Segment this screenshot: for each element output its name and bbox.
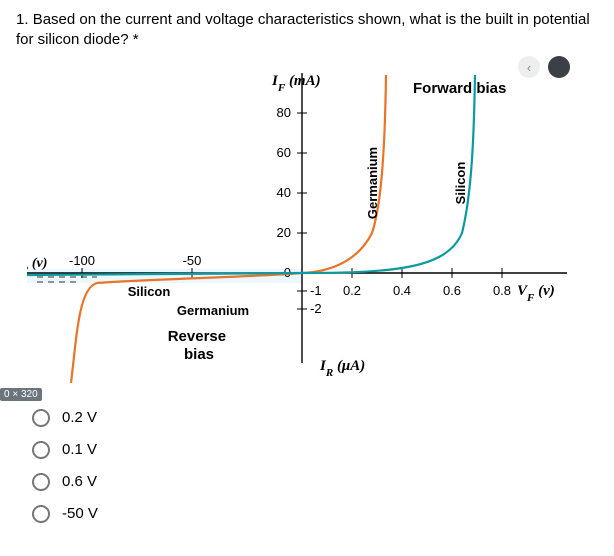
reverse-bias-label: Reverse bias	[168, 328, 231, 363]
diode-iv-chart: 0 20 40 60 80 0.2 0.4 0.6 0.8 -50 -100	[27, 63, 587, 383]
required-marker: *	[133, 31, 139, 48]
silicon-curve	[27, 75, 475, 275]
option-label: 0.6 V	[62, 473, 97, 490]
option-0[interactable]: 0.2 V	[32, 409, 598, 427]
svg-text:-2: -2	[310, 301, 322, 316]
svg-text:-50: -50	[183, 253, 202, 268]
y-axis-top-label: IF (mA)	[271, 73, 321, 94]
svg-text:0.4: 0.4	[393, 283, 411, 298]
germanium-label-reverse: Germanium	[177, 303, 249, 318]
silicon-label-forward: Silicon	[453, 161, 468, 204]
answer-options: 0.2 V 0.1 V 0.6 V -50 V	[16, 409, 598, 523]
option-1[interactable]: 0.1 V	[32, 441, 598, 459]
radio-icon[interactable]	[32, 441, 50, 459]
option-label: -50 V	[62, 505, 98, 522]
svg-text:-100: -100	[69, 253, 95, 268]
svg-text:40: 40	[277, 185, 291, 200]
iv-curve-svg: 0 20 40 60 80 0.2 0.4 0.6 0.8 -50 -100	[27, 63, 587, 383]
question-number: 1.	[16, 11, 29, 28]
svg-text:0.2: 0.2	[343, 283, 361, 298]
radio-icon[interactable]	[32, 473, 50, 491]
option-3[interactable]: -50 V	[32, 505, 598, 523]
option-label: 0.1 V	[62, 441, 97, 458]
radio-icon[interactable]	[32, 409, 50, 427]
svg-text:80: 80	[277, 105, 291, 120]
forward-bias-label: Forward bias	[413, 80, 506, 97]
y-axis-bottom-label: IR (μA)	[319, 358, 365, 379]
question-body: Based on the current and voltage charact…	[16, 11, 590, 48]
dimension-badge: 0 × 320	[0, 388, 42, 401]
svg-text:0.6: 0.6	[443, 283, 461, 298]
germanium-label-forward: Germanium	[365, 146, 380, 218]
svg-text:0.8: 0.8	[493, 283, 511, 298]
silicon-label-reverse: Silicon	[128, 284, 171, 299]
y-ticks-reverse: -1 -2	[297, 283, 322, 316]
svg-text:20: 20	[277, 225, 291, 240]
option-label: 0.2 V	[62, 409, 97, 426]
option-2[interactable]: 0.6 V	[32, 473, 598, 491]
question-text: 1. Based on the current and voltage char…	[16, 10, 598, 51]
x-axis-right-label: VF (v)	[517, 283, 555, 304]
svg-text:60: 60	[277, 145, 291, 160]
svg-text:-1: -1	[310, 283, 322, 298]
radio-icon[interactable]	[32, 505, 50, 523]
